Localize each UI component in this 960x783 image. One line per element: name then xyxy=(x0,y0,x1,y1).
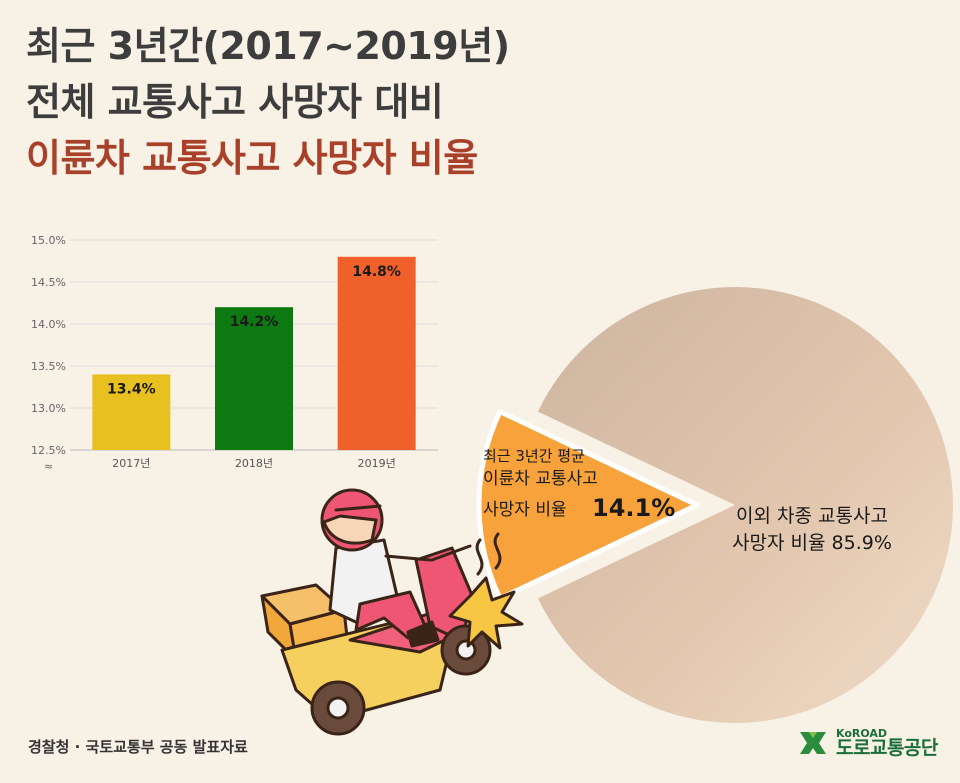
x-tick-label: 2019년 xyxy=(358,457,396,470)
pie-slice-others xyxy=(538,287,953,724)
scooter-rider-illustration xyxy=(260,488,524,736)
logo-english-text: KoROAD xyxy=(836,727,888,740)
y-tick-label: 13.0% xyxy=(31,402,66,415)
bar-value-label: 14.8% xyxy=(352,264,401,280)
bar-value-label: 13.4% xyxy=(107,381,156,397)
bar-2019년 xyxy=(337,256,416,450)
page-title: 최근 3년간(2017~2019년) 전체 교통사고 사망자 대비 이륜차 교통… xyxy=(26,18,510,186)
wheel-rear xyxy=(310,680,366,736)
pie-chart: 최근 3년간 평균 이륜차 교통사고 사망자 비율 14.1% 이외 차종 교통… xyxy=(476,287,953,724)
y-tick-label: 12.5% xyxy=(31,444,66,457)
koroad-logo: KoROAD 도로교통공단 xyxy=(796,728,938,758)
pie-minor-label-line-3: 사망자 비율 xyxy=(483,500,567,520)
bar-chart: 12.5% 13.0% 13.5% 14.0% 14.5% 15.0% 13.4% 14.2… xyxy=(31,234,438,473)
axis-break-mark: ≈ xyxy=(44,460,53,473)
crash-burst-icon xyxy=(448,532,524,650)
pie-minor-value-label: 14.1% xyxy=(592,494,675,522)
title-line-3: 이륜차 교통사고 사망자 비율 xyxy=(26,136,478,180)
x-axis-ticks: 2017년 2018년 2019년 xyxy=(112,457,395,470)
pie-minor-label-line-2: 이륜차 교통사고 xyxy=(483,469,598,489)
koroad-cross-icon xyxy=(800,732,826,754)
rider xyxy=(328,538,440,648)
x-tick-label: 2018년 xyxy=(235,457,273,470)
pie-slice-motorcycle xyxy=(476,409,700,601)
title-line-2: 전체 교통사고 사망자 대비 xyxy=(26,80,444,124)
logo-korean-text: 도로교통공단 xyxy=(836,737,938,759)
y-tick-label: 15.0% xyxy=(31,234,66,247)
pie-major-label-line-1: 이외 차종 교통사고 xyxy=(736,505,888,527)
bars: 13.4% 14.2% 14.8% xyxy=(92,256,416,450)
source-note: 경찰청 · 국토교통부 공동 발표자료 xyxy=(28,738,248,756)
x-tick-label: 2017년 xyxy=(112,457,150,470)
pie-minor-label-line-1: 최근 3년간 평균 xyxy=(483,447,585,465)
y-tick-label: 14.0% xyxy=(31,318,66,331)
bar-2017년 xyxy=(92,374,171,450)
pie-major-label-line-2: 사망자 비율 85.9% xyxy=(732,532,892,554)
bar-2018년 xyxy=(215,307,293,450)
y-tick-label: 13.5% xyxy=(31,360,66,373)
helmet-icon xyxy=(320,488,384,552)
bar-value-label: 14.2% xyxy=(230,314,279,330)
y-tick-label: 14.5% xyxy=(31,276,66,289)
y-axis-ticks: 12.5% 13.0% 13.5% 14.0% 14.5% 15.0% xyxy=(31,234,66,457)
title-line-1: 최근 3년간(2017~2019년) xyxy=(26,24,510,68)
